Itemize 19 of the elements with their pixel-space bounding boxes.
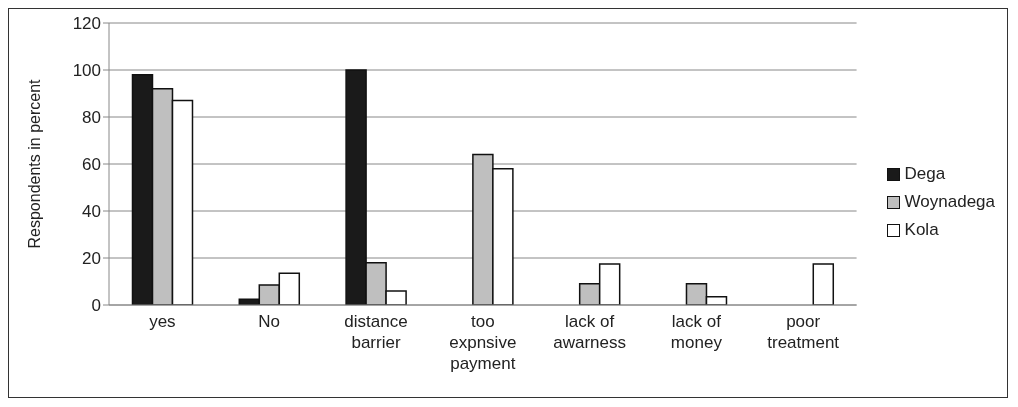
x-tick-label: distance barrier bbox=[344, 312, 408, 352]
y-tick-label: 20 bbox=[82, 249, 101, 269]
y-tick-label: 120 bbox=[72, 14, 101, 34]
y-tick-label: 40 bbox=[82, 202, 101, 222]
x-tick-label: poor treatment bbox=[767, 312, 840, 352]
bar bbox=[812, 263, 835, 305]
legend-label: Dega bbox=[904, 163, 946, 185]
x-tick-label: lack of awarness bbox=[553, 312, 626, 352]
x-tick-label: too expnsive payment bbox=[449, 312, 517, 373]
x-tick-label: No bbox=[258, 312, 281, 331]
y-tick-label: 0 bbox=[91, 296, 101, 316]
y-tick-label: 100 bbox=[72, 61, 101, 81]
y-tick-label: 80 bbox=[82, 108, 101, 128]
y-tick-label: 60 bbox=[82, 155, 101, 175]
y-axis-title: Respondents in percent bbox=[25, 78, 43, 249]
legend-label: Kola bbox=[904, 219, 939, 241]
x-tick-label: lack of money bbox=[670, 312, 723, 352]
legend-label: Woynadega bbox=[904, 191, 995, 213]
x-tick-label: yes bbox=[149, 312, 176, 331]
